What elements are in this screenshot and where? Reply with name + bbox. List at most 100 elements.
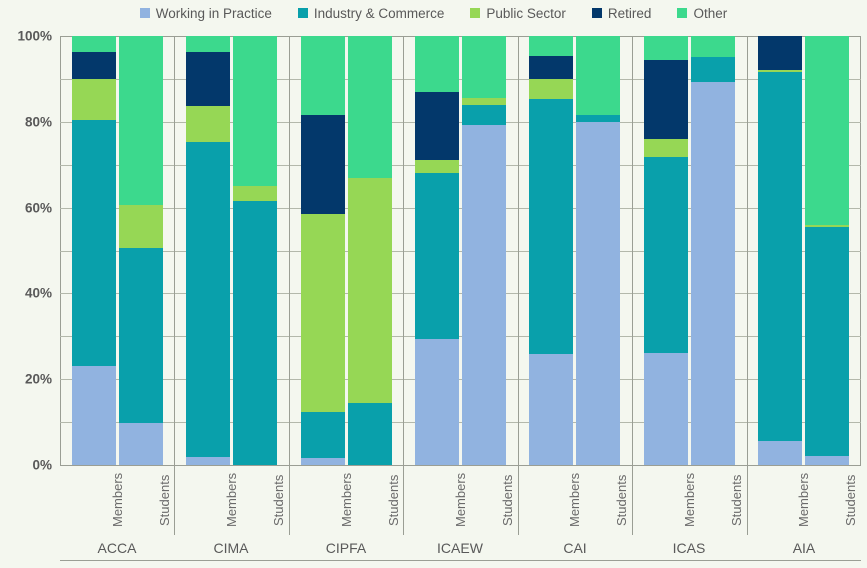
bar-segment-industry-commerce[interactable] [72, 119, 116, 367]
gridline-90 [60, 78, 861, 80]
x-axis-group-separator [632, 465, 633, 535]
bar-segment-industry-commerce[interactable] [529, 98, 573, 355]
bar-segment-working-in-practice[interactable] [758, 441, 802, 465]
bar-segment-retired[interactable] [72, 51, 116, 79]
bar-segment-other[interactable] [233, 36, 277, 187]
bar-segment-retired[interactable] [529, 55, 573, 79]
gridline-60 [60, 207, 861, 209]
bar-acca-students[interactable] [119, 36, 163, 465]
bar-segment-other[interactable] [119, 36, 163, 206]
bar-segment-working-in-practice[interactable] [576, 121, 620, 465]
bar-icaew-members[interactable] [415, 36, 459, 465]
bar-segment-public-sector[interactable] [644, 138, 688, 157]
bar-segment-other[interactable] [186, 36, 230, 53]
gridline-100 [60, 36, 861, 37]
bar-icaew-students[interactable] [462, 36, 506, 465]
bar-segment-industry-commerce[interactable] [462, 104, 506, 125]
bar-segment-other[interactable] [691, 36, 735, 58]
bar-aia-students[interactable] [805, 36, 849, 465]
group-separator [174, 36, 175, 465]
bar-segment-industry-commerce[interactable] [119, 247, 163, 424]
bar-segment-public-sector[interactable] [233, 186, 277, 202]
bar-segment-other[interactable] [805, 36, 849, 225]
bar-segment-other[interactable] [644, 36, 688, 60]
x-axis-group-separator [518, 465, 519, 535]
x-axis-group-label-icas: ICAS [672, 539, 706, 556]
bar-segment-public-sector[interactable] [348, 177, 392, 403]
bar-segment-industry-commerce[interactable] [644, 157, 688, 354]
legend-label: Other [693, 5, 728, 21]
x-axis-sub-label-cima-students: Students [271, 474, 287, 526]
bar-segment-working-in-practice[interactable] [72, 366, 116, 465]
bar-segment-industry-commerce[interactable] [301, 411, 345, 458]
bar-segment-public-sector[interactable] [758, 70, 802, 73]
bar-segment-industry-commerce[interactable] [233, 201, 277, 465]
legend-item-other[interactable]: Other [677, 6, 727, 21]
bar-segment-other[interactable] [529, 36, 573, 56]
bar-aia-members[interactable] [758, 36, 802, 465]
bar-segment-public-sector[interactable] [415, 160, 459, 174]
x-axis-group-label-acca: ACCA [97, 539, 137, 556]
legend-label: Working in Practice [155, 5, 272, 21]
bar-segment-public-sector[interactable] [805, 224, 849, 227]
bar-segment-industry-commerce[interactable] [805, 226, 849, 456]
legend-item-retired[interactable]: Retired [591, 5, 652, 21]
bar-segment-working-in-practice[interactable] [691, 81, 735, 465]
bar-icas-members[interactable] [644, 36, 688, 465]
legend-item-industry-commerce[interactable]: Industry & Commerce [297, 6, 444, 21]
bar-segment-other[interactable] [348, 36, 392, 178]
gridline-30 [60, 336, 861, 338]
bar-segment-other[interactable] [462, 36, 506, 99]
x-axis-group-separator [289, 465, 290, 535]
bar-segment-industry-commerce[interactable] [758, 72, 802, 442]
bar-segment-public-sector[interactable] [186, 105, 230, 142]
legend-swatch-icon [297, 8, 308, 18]
bar-segment-working-in-practice[interactable] [462, 124, 506, 465]
bar-icas-students[interactable] [691, 36, 735, 465]
x-axis-sub-label-acca-students: Students [156, 474, 172, 526]
bar-segment-working-in-practice[interactable] [119, 423, 163, 465]
bar-segment-public-sector[interactable] [301, 213, 345, 412]
group-separator [518, 36, 519, 465]
legend-item-public-sector[interactable]: Public Sector [470, 6, 566, 21]
bar-segment-retired[interactable] [186, 52, 230, 106]
bar-segment-working-in-practice[interactable] [415, 339, 459, 465]
bar-segment-public-sector[interactable] [119, 205, 163, 248]
bar-segment-public-sector[interactable] [529, 78, 573, 99]
bar-cai-members[interactable] [529, 36, 573, 465]
bar-segment-other[interactable] [72, 36, 116, 52]
bar-segment-public-sector[interactable] [72, 78, 116, 120]
bar-cai-students[interactable] [576, 36, 620, 465]
legend-swatch-icon [139, 8, 150, 18]
gridline-50 [60, 250, 861, 252]
bar-segment-retired[interactable] [301, 114, 345, 214]
bar-segment-industry-commerce[interactable] [186, 141, 230, 458]
bar-segment-public-sector[interactable] [462, 98, 506, 105]
bar-segment-working-in-practice[interactable] [301, 457, 345, 465]
bar-segment-other[interactable] [301, 36, 345, 115]
bar-cipfa-students[interactable] [348, 36, 392, 465]
y-axis-tick-label: 0% [32, 457, 52, 473]
bar-segment-industry-commerce[interactable] [691, 57, 735, 82]
bar-segment-industry-commerce[interactable] [348, 402, 392, 465]
bar-segment-working-in-practice[interactable] [186, 457, 230, 465]
legend-label: Retired [607, 5, 652, 21]
bar-acca-members[interactable] [72, 36, 116, 465]
bar-cipfa-members[interactable] [301, 36, 345, 465]
bar-segment-retired[interactable] [644, 59, 688, 139]
x-axis-sub-label-icaew-students: Students [499, 474, 515, 526]
bar-segment-working-in-practice[interactable] [805, 455, 849, 465]
bar-cima-students[interactable] [233, 36, 277, 465]
bar-segment-other[interactable] [415, 36, 459, 92]
gridline-10 [60, 422, 861, 424]
bar-segment-working-in-practice[interactable] [644, 353, 688, 465]
bar-segment-working-in-practice[interactable] [529, 354, 573, 465]
bar-segment-industry-commerce[interactable] [576, 115, 620, 122]
x-axis-group-separator [747, 465, 748, 535]
legend-item-working-in-practice[interactable]: Working in Practice [139, 5, 272, 21]
bar-segment-industry-commerce[interactable] [415, 173, 459, 340]
bar-segment-retired[interactable] [415, 91, 459, 161]
bar-cima-members[interactable] [186, 36, 230, 465]
bar-segment-other[interactable] [576, 36, 620, 116]
bar-segment-retired[interactable] [758, 36, 802, 71]
